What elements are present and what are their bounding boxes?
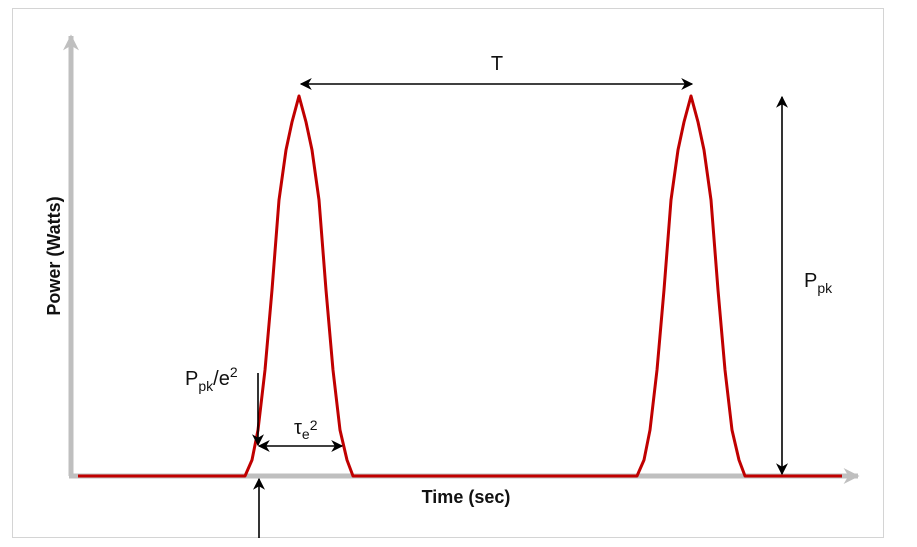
pulse-width-label: τe2: [294, 417, 318, 442]
peak-power-label: Ppk: [804, 270, 833, 296]
y-axis-label: Power (Watts): [44, 196, 64, 315]
x-axis-label: Time (sec): [422, 487, 511, 507]
period-label: T: [491, 53, 503, 75]
diagram-frame: [12, 8, 884, 538]
threshold-label: Ppk/e2: [185, 364, 238, 394]
pulse-train-line: [78, 94, 842, 478]
